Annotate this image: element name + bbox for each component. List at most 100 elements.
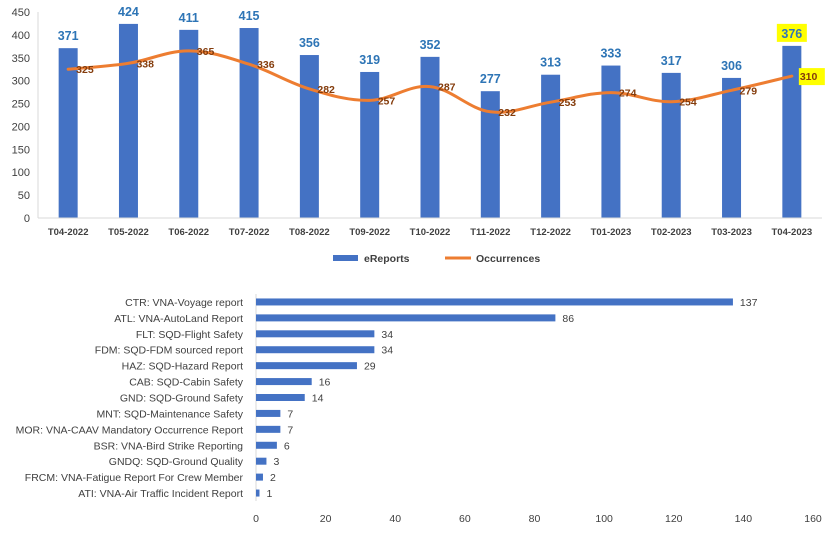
chart1-y-tick-label: 250 (12, 99, 30, 111)
chart1-x-tick-label: T06-2022 (168, 227, 209, 238)
chart2-category-label: FDM: SQD-FDM sourced report (95, 345, 243, 357)
chart2-data-label: 16 (319, 377, 331, 389)
chart2-category-label: CTR: VNA-Voyage report (125, 297, 243, 309)
chart1-y-tick-label: 450 (12, 7, 30, 19)
chart1-line-data-label: 325 (76, 64, 94, 76)
chart1-bar (118, 23, 138, 218)
chart2-x-tick-label: 0 (253, 513, 259, 525)
chart2-bar (256, 489, 260, 497)
chart1-line-data-label: 336 (257, 59, 275, 71)
chart2-x-tick-label: 140 (735, 513, 753, 525)
chart2-bar (256, 394, 305, 401)
chart1-bar (782, 45, 802, 219)
chart2-bar (256, 457, 267, 465)
chart2-category-label: CAB: SQD-Cabin Safety (129, 377, 244, 389)
chart2-x-tick-label: 60 (459, 513, 471, 525)
chart1-line-data-label: 257 (378, 95, 396, 107)
chart1-line-data-label: 310 (800, 71, 818, 83)
chart2-bar (256, 346, 375, 354)
chart1-x-tick-label: T04-2023 (772, 227, 813, 238)
chart1-x-tick-label: T08-2022 (289, 227, 330, 238)
chart1-x-tick-label: T05-2022 (108, 227, 149, 238)
chart1-bar-data-label: 306 (721, 59, 742, 73)
chart1-x-tick-label: T10-2022 (410, 227, 451, 238)
chart2-category-label: GND: SQD-Ground Safety (120, 393, 244, 405)
chart2-x-tick-label: 20 (320, 513, 332, 525)
chart1-y-tick-label: 100 (12, 167, 30, 179)
chart1-bar (722, 77, 742, 218)
chart1-x-tick-label: T12-2022 (530, 227, 571, 238)
chart2-bar (256, 473, 263, 481)
chart1-line-label-highlight (798, 68, 825, 86)
chart1-bar (480, 91, 500, 218)
chart2-bar (256, 330, 375, 338)
chart1-y-tick-label: 400 (12, 30, 30, 42)
chart1-bar-data-label: 356 (299, 36, 320, 50)
chart1-y-tick-label: 150 (12, 144, 30, 156)
chart1-bar-data-label: 277 (480, 72, 501, 86)
chart2-bar (256, 409, 281, 417)
chart1-x-tick-label: T11-2022 (470, 227, 510, 238)
chart2-data-label: 137 (740, 297, 758, 309)
chart1-y-tick-label: 50 (18, 190, 30, 202)
chart1-x-tick-label: T03-2023 (711, 227, 752, 238)
chart1-bar-label-highlight (776, 23, 807, 42)
chart2-x-tick-label: 80 (529, 513, 541, 525)
legend-ereports-label: eReports (364, 253, 410, 265)
chart1-line-data-label: 365 (197, 46, 215, 58)
legend-ereports-swatch (333, 255, 358, 261)
chart2-category-label: GNDQ: SQD-Ground Quality (109, 456, 244, 468)
chart1-y-tick-label: 200 (12, 121, 30, 133)
chart1-line-data-label: 338 (136, 58, 154, 70)
chart2-data-label: 7 (287, 424, 293, 436)
chart1-bar-data-label: 317 (661, 54, 682, 68)
chart2-data-label: 2 (270, 472, 276, 484)
chart1-bar-data-label: 376 (781, 27, 802, 41)
chart2-category-label: ATL: VNA-AutoLand Report (114, 313, 243, 325)
chart2-data-label: 29 (364, 361, 376, 373)
chart2-category-label: FRCM: VNA-Fatigue Report For Crew Member (25, 472, 244, 484)
chart1-bar (360, 71, 380, 218)
chart2-data-label: 14 (312, 393, 324, 405)
chart1-bar (299, 55, 319, 218)
chart1-y-tick-label: 350 (12, 53, 30, 65)
chart2-data-label: 86 (562, 313, 574, 325)
chart1-bar (661, 72, 681, 218)
chart1-line-data-label: 287 (438, 82, 456, 94)
chart2-data-label: 7 (287, 408, 293, 420)
chart1-bar-data-label: 333 (600, 47, 621, 61)
chart2-bar (256, 298, 733, 306)
chart1-x-tick-label: T02-2023 (651, 227, 692, 238)
chart1-x-tick-label: T07-2022 (229, 227, 270, 238)
chart1-x-tick-label: T09-2022 (349, 227, 390, 238)
chart1-bar-data-label: 371 (58, 29, 79, 43)
chart2-bar (256, 425, 281, 433)
chart1-bar (420, 56, 440, 219)
chart2-x-tick-label: 160 (804, 513, 822, 525)
chart1-line-data-label: 282 (317, 84, 335, 96)
chart2-data-label: 6 (284, 440, 290, 452)
chart1-bar-data-label: 411 (179, 11, 199, 25)
chart2-category-label: BSR: VNA-Bird Strike Reporting (94, 440, 244, 452)
chart1-bar-data-label: 313 (540, 56, 561, 70)
chart1-bar (239, 28, 259, 219)
chart1-line-data-label: 254 (679, 97, 697, 109)
chart2-category-label: MNT: SQD-Maintenance Safety (97, 408, 244, 420)
chart2-data-label: 34 (381, 345, 393, 357)
chart2-bar (256, 362, 357, 370)
chart1-bar (601, 65, 621, 218)
chart1-occurrences-line (66, 49, 794, 114)
chart1-x-tick-label: T01-2023 (591, 227, 632, 238)
chart1-line-data-label: 232 (498, 107, 516, 119)
chart2-x-tick-label: 40 (389, 513, 401, 525)
chart1-bar-data-label: 424 (118, 5, 139, 19)
chart2-data-label: 34 (381, 329, 393, 341)
chart2-x-tick-label: 100 (595, 513, 613, 525)
chart2-data-label: 1 (266, 488, 272, 500)
chart1-y-tick-label: 300 (12, 76, 30, 88)
chart2-category-label: FLT: SQD-Flight Safety (136, 329, 244, 341)
chart2-bar (256, 314, 556, 322)
chart1-line-data-label: 279 (740, 85, 758, 97)
chart2-data-label: 3 (273, 456, 279, 468)
